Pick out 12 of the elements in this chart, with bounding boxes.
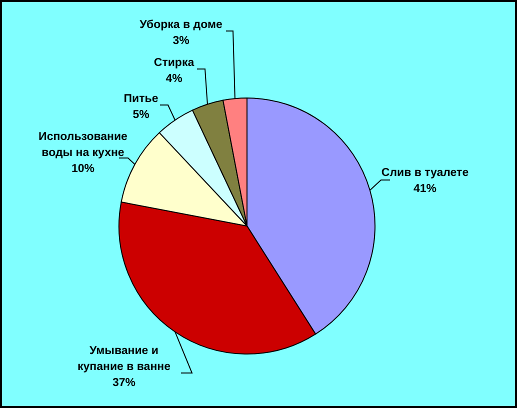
data-label: 5% bbox=[132, 109, 150, 121]
data-label: 10% bbox=[71, 163, 95, 175]
data-label: 4% bbox=[166, 73, 182, 85]
data-label: 41% bbox=[413, 183, 437, 195]
data-label: 3% bbox=[172, 35, 190, 47]
slice-label: Умывание и купание в ванне bbox=[78, 345, 170, 373]
slice-label: Стирка bbox=[154, 57, 195, 69]
slice-label: Питье bbox=[124, 93, 158, 105]
data-label: 37% bbox=[112, 377, 136, 389]
slice-label: Уборка в доме bbox=[140, 19, 222, 31]
slice-label: Слив в туалете bbox=[381, 167, 469, 179]
slice-label: Использование воды на кухне bbox=[38, 131, 128, 159]
